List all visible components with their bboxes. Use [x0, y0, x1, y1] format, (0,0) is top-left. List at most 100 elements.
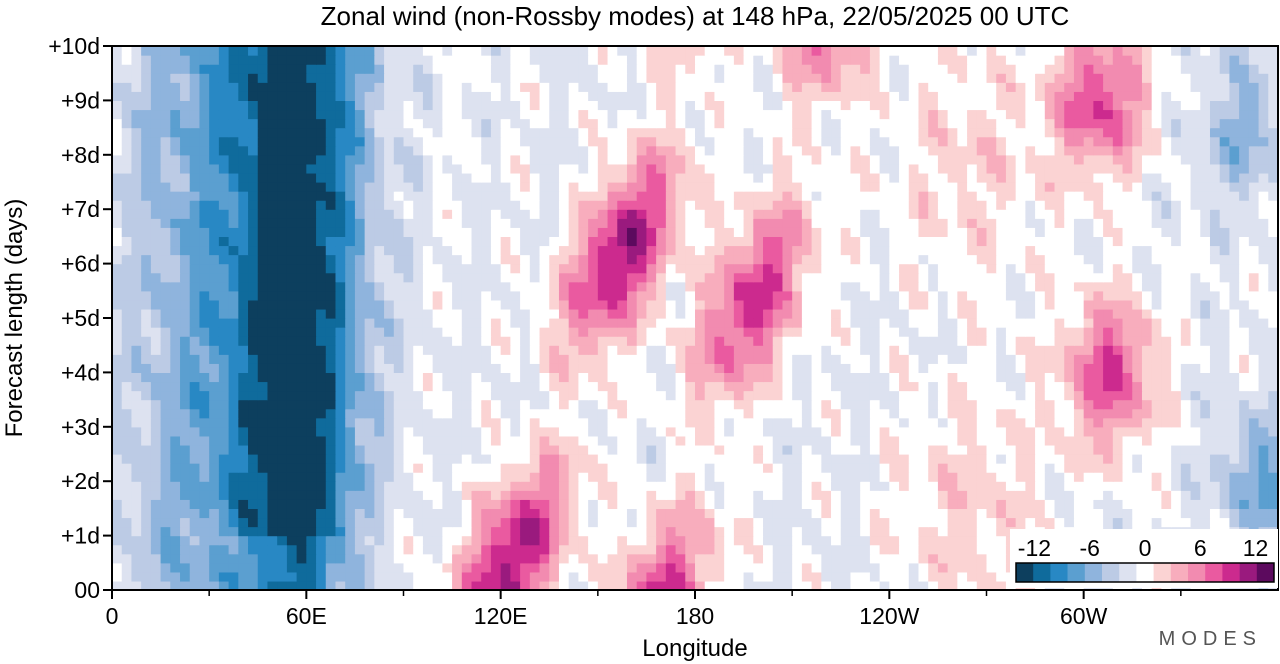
- heatmap-cell: [724, 218, 735, 228]
- heatmap-cell: [1035, 472, 1046, 482]
- heatmap-cell: [607, 490, 618, 500]
- heatmap-cell: [869, 354, 881, 364]
- heatmap-cell: [1083, 463, 1094, 473]
- heatmap-cell: [354, 281, 366, 292]
- heatmap-cell: [724, 562, 735, 573]
- heatmap-cell: [782, 481, 793, 491]
- heatmap-cell: [112, 580, 123, 591]
- heatmap-cell: [481, 444, 492, 455]
- heatmap-cell: [539, 435, 550, 446]
- heatmap-cell: [937, 299, 949, 310]
- heatmap-cell: [1219, 408, 1231, 419]
- heatmap-cell: [1229, 499, 1240, 509]
- heatmap-cell: [753, 345, 764, 355]
- heatmap-cell: [782, 281, 793, 292]
- heatmap-cell: [899, 381, 910, 392]
- heatmap-cell: [753, 327, 764, 337]
- heatmap-cell: [1151, 517, 1162, 528]
- heatmap-cell: [656, 290, 667, 301]
- heatmap-cell: [141, 526, 152, 537]
- heatmap-cell: [286, 218, 298, 228]
- heatmap-cell: [131, 245, 142, 256]
- heatmap-cell: [743, 299, 754, 310]
- heatmap-cell: [141, 399, 152, 410]
- heatmap-cell: [996, 454, 1007, 464]
- heatmap-cell: [695, 327, 706, 337]
- heatmap-cell: [889, 363, 900, 373]
- heatmap-cell: [665, 272, 677, 283]
- heatmap-cell: [578, 327, 589, 337]
- heatmap-cell: [539, 481, 550, 491]
- heatmap-cell: [957, 254, 968, 265]
- heatmap-cell: [510, 209, 521, 219]
- heatmap-cell: [879, 354, 890, 364]
- heatmap-cell: [238, 517, 249, 528]
- heatmap-cell: [345, 490, 356, 500]
- heatmap-cell: [753, 236, 764, 247]
- heatmap-cell: [413, 327, 424, 337]
- heatmap-cell: [364, 354, 375, 364]
- heatmap-cell: [1171, 281, 1182, 292]
- heatmap-cell: [1064, 417, 1075, 428]
- heatmap-cell: [879, 490, 890, 500]
- heatmap-cell: [1258, 354, 1269, 364]
- heatmap-cell: [617, 580, 628, 591]
- heatmap-cell: [345, 417, 356, 428]
- heatmap-cell: [160, 209, 171, 219]
- heatmap-cell: [831, 553, 842, 564]
- heatmap-cell: [908, 553, 920, 564]
- heatmap-cell: [996, 517, 1007, 528]
- heatmap-cell: [821, 526, 832, 537]
- heatmap-cell: [889, 426, 900, 437]
- heatmap-cell: [248, 281, 259, 292]
- heatmap-cell: [656, 272, 667, 283]
- heatmap-cell: [1005, 463, 1017, 473]
- heatmap-cell: [1122, 354, 1133, 364]
- heatmap-cell: [850, 254, 861, 265]
- heatmap-cell: [695, 444, 706, 455]
- heatmap-cell: [422, 381, 434, 392]
- heatmap-cell: [520, 426, 531, 437]
- heatmap-cell: [1200, 236, 1211, 247]
- heatmap-cell: [1044, 399, 1056, 410]
- heatmap-cell: [170, 553, 181, 564]
- heatmap-cell: [471, 499, 482, 509]
- heatmap-cell: [422, 254, 434, 265]
- heatmap-cell: [510, 327, 521, 337]
- heatmap-cell: [918, 517, 929, 528]
- heatmap-cell: [189, 490, 201, 500]
- heatmap-cell: [325, 218, 337, 228]
- heatmap-cell: [121, 308, 133, 319]
- heatmap-cell: [704, 363, 716, 373]
- heatmap-cell: [617, 544, 628, 555]
- heatmap-cell: [1258, 290, 1269, 301]
- heatmap-cell: [811, 363, 822, 373]
- heatmap-cell: [170, 435, 181, 446]
- heatmap-cell: [646, 444, 657, 455]
- heatmap-cell: [170, 372, 181, 383]
- heatmap-cell: [899, 245, 910, 256]
- heatmap-cell: [1248, 381, 1260, 392]
- heatmap-cell: [218, 327, 230, 337]
- heatmap-cell: [1229, 372, 1240, 383]
- heatmap-cell: [967, 580, 978, 591]
- heatmap-cell: [947, 318, 958, 328]
- heatmap-cell: [558, 336, 570, 346]
- heatmap-cell: [325, 272, 337, 283]
- heatmap-cell: [879, 472, 890, 482]
- heatmap-cell: [1005, 281, 1017, 292]
- heatmap-cell: [743, 354, 754, 364]
- heatmap-cell: [879, 345, 890, 355]
- heatmap-cell: [189, 381, 201, 392]
- heatmap-cell: [549, 354, 560, 364]
- heatmap-cell: [626, 299, 638, 310]
- heatmap-cell: [1180, 218, 1192, 228]
- heatmap-cell: [150, 463, 162, 473]
- heatmap-cell: [879, 318, 890, 328]
- heatmap-cell: [1258, 444, 1269, 455]
- heatmap-cell: [597, 372, 609, 383]
- heatmap-cell: [724, 236, 735, 247]
- heatmap-cell: [636, 336, 648, 346]
- heatmap-cell: [364, 390, 375, 401]
- heatmap-cell: [811, 544, 822, 555]
